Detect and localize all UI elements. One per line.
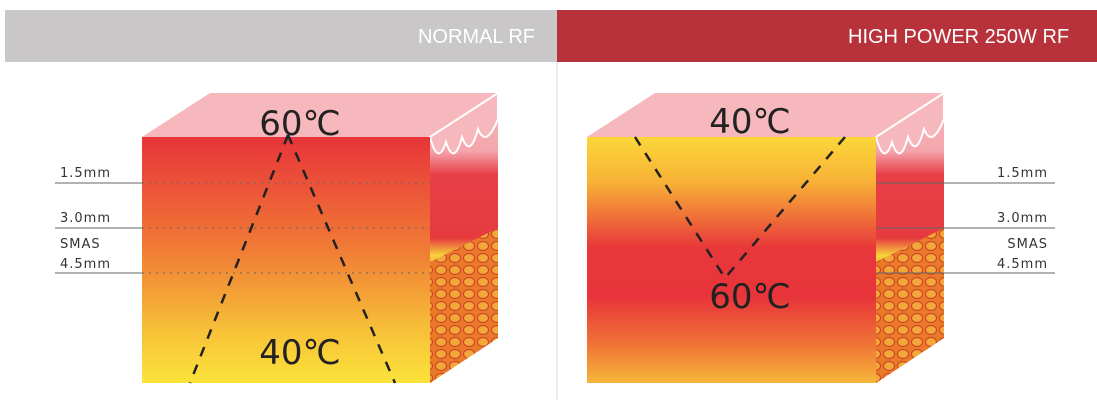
depth-label: SMAS bbox=[60, 237, 101, 252]
temperature: 60℃ bbox=[709, 277, 790, 317]
skin-cube bbox=[142, 91, 499, 384]
depth-label: 4.5mm bbox=[997, 257, 1048, 272]
panel-title: HIGH POWER 250W RF bbox=[848, 26, 1069, 48]
depth-label: 1.5mm bbox=[997, 166, 1048, 181]
panel-title: NORMAL RF bbox=[418, 26, 535, 48]
depth-label: 3.0mm bbox=[997, 211, 1048, 226]
depth-label: 1.5mm bbox=[60, 166, 111, 181]
temperature: 40℃ bbox=[709, 102, 790, 142]
header-bar bbox=[5, 10, 557, 62]
depth-label: 3.0mm bbox=[60, 211, 111, 226]
skin-cube bbox=[587, 91, 945, 383]
depth-lines bbox=[55, 182, 430, 274]
depth-label: SMAS bbox=[1007, 237, 1048, 252]
depth-lines bbox=[876, 182, 1055, 274]
depth-label: 4.5mm bbox=[60, 257, 111, 272]
temperature: 40℃ bbox=[259, 333, 340, 373]
header-bar bbox=[557, 10, 1097, 62]
temperature: 60℃ bbox=[259, 104, 340, 144]
